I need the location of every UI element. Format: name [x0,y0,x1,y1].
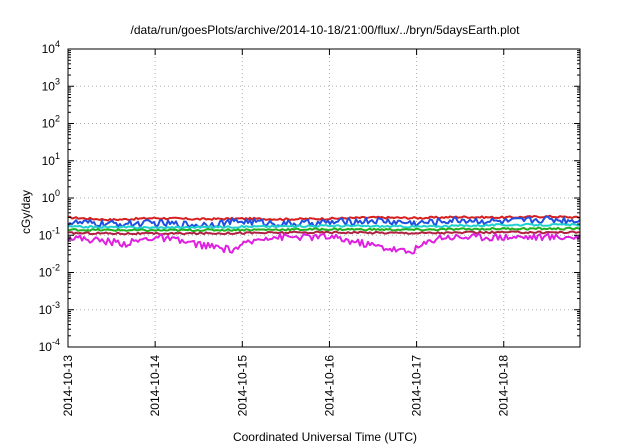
series-line [67,226,581,233]
x-tick-label: 2014-10-17 [410,355,424,417]
y-tick-label: 10-3 [39,300,60,317]
series-line [67,215,581,229]
y-tick-label: 103 [42,76,60,93]
x-tick-label: 2014-10-16 [322,355,336,417]
y-tick-label: 10-4 [39,337,60,354]
x-tick-label: 2014-10-18 [497,355,511,417]
y-tick-label: 10-2 [39,263,60,280]
chart-title: /data/run/goesPlots/archive/2014-10-18/2… [131,23,521,37]
series-line [67,222,581,230]
series-group [67,214,581,255]
x-axis: 2014-10-13 2014-10-14 2014-10-15 2014-10-16… [61,49,511,416]
series-line [67,232,581,255]
y-tick-label: 101 [42,151,60,168]
y-axis: 10-4 10-3 10-2 10-1 100 101 102 103 104 [39,39,580,354]
x-axis-label: Coordinated Universal Time (UTC) [233,430,417,444]
x-tick-label: 2014-10-15 [235,355,249,417]
y-tick-label: 100 [42,188,60,205]
x-tick-label: 2014-10-14 [148,355,162,417]
grid [68,49,580,347]
y-tick-label: 104 [42,39,60,56]
y-tick-label: 10-1 [39,225,60,242]
y-axis-label: cGy/day [19,190,33,234]
x-tick-label: 2014-10-13 [61,355,75,417]
y-tick-label: 102 [42,114,60,131]
